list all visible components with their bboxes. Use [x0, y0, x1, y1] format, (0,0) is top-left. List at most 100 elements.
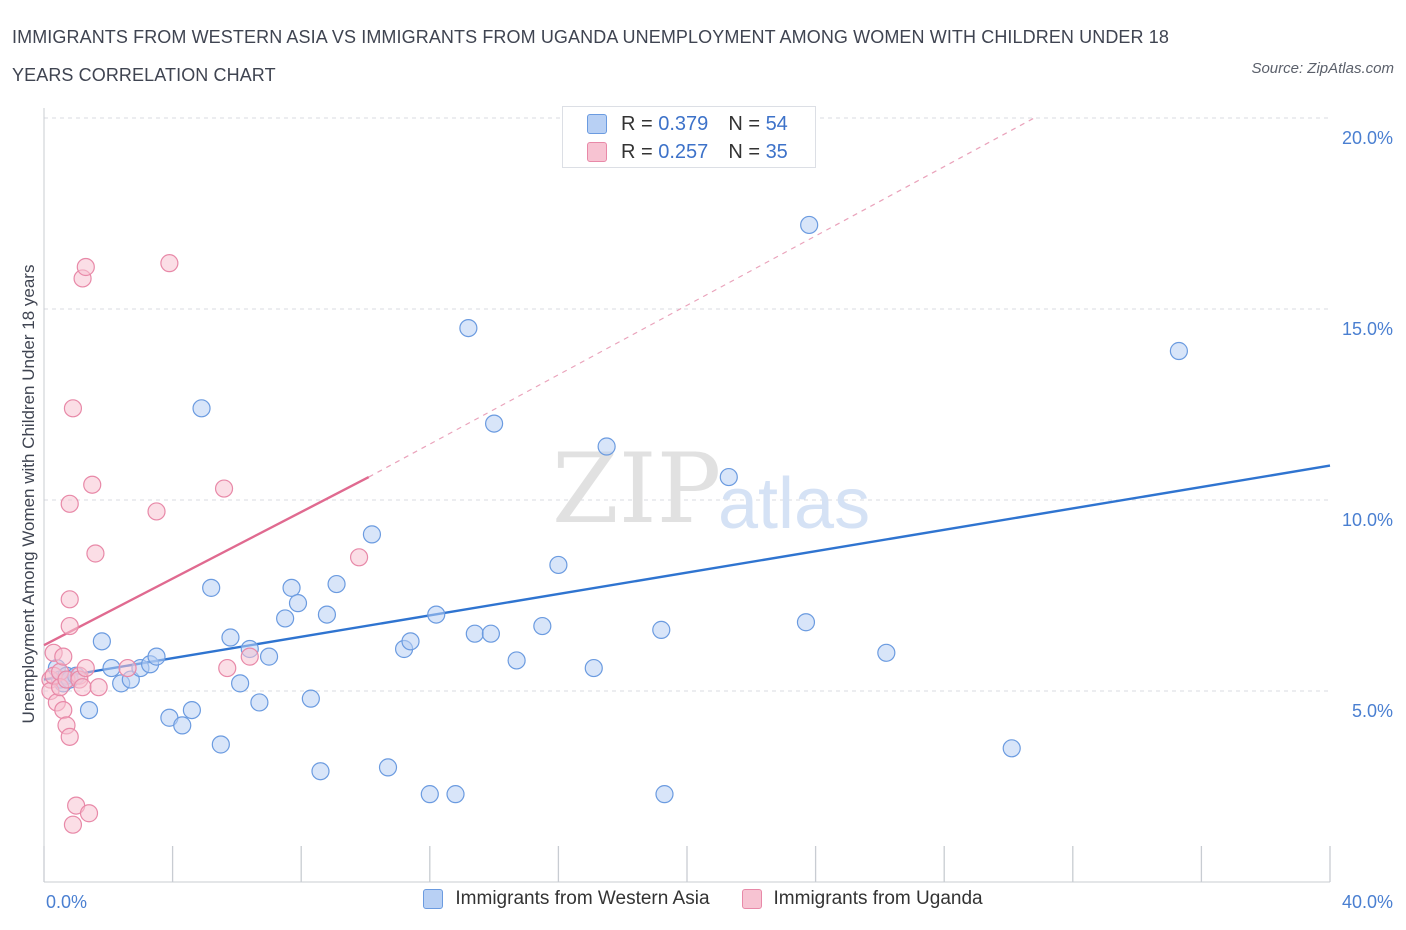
point-uganda — [60, 494, 79, 513]
y-tick-label: 20.0% — [1342, 128, 1393, 148]
point-western-asia — [652, 620, 671, 639]
point-uganda — [86, 544, 105, 563]
point-western-asia — [92, 632, 111, 651]
chart-source: Source: ZipAtlas.com — [1251, 60, 1394, 77]
point-western-asia — [465, 624, 484, 643]
r-value-uganda: 0.257 — [658, 140, 709, 163]
point-western-asia — [192, 399, 211, 418]
point-western-asia — [317, 605, 337, 624]
point-western-asia — [1169, 341, 1188, 361]
point-western-asia — [533, 616, 552, 636]
legend-item-western-asia[interactable]: Immigrants from Western Asia — [423, 888, 710, 910]
point-western-asia — [655, 785, 674, 804]
point-western-asia — [800, 215, 819, 235]
point-uganda — [63, 399, 83, 418]
legend-item-uganda[interactable]: Immigrants from Uganda — [741, 888, 983, 910]
point-western-asia — [231, 674, 250, 693]
point-western-asia — [1002, 739, 1021, 758]
point-uganda — [76, 658, 95, 678]
trend-line-uganda-extension — [368, 117, 1035, 478]
r-value-western-asia: 0.379 — [658, 112, 709, 135]
legend-swatch-western-asia — [423, 889, 444, 909]
point-western-asia — [549, 555, 568, 575]
point-uganda — [214, 479, 234, 498]
chart-title: IMMIGRANTS FROM WESTERN ASIA VS IMMIGRAN… — [12, 27, 1169, 85]
y-axis-label: Unemployment Among Women with Children U… — [19, 265, 38, 724]
x-tick-label: 0.0% — [46, 892, 87, 912]
point-uganda — [147, 502, 166, 521]
legend-swatch-uganda — [587, 142, 607, 162]
point-western-asia — [507, 651, 526, 670]
point-uganda — [54, 700, 73, 720]
data-points — [41, 215, 1188, 834]
legend-swatch-uganda — [741, 889, 762, 909]
point-western-asia — [202, 578, 221, 597]
point-western-asia — [250, 693, 269, 712]
point-western-asia — [211, 735, 230, 754]
x-tick-label: 40.0% — [1342, 892, 1393, 912]
point-western-asia — [259, 647, 279, 666]
legend-label-uganda: Immigrants from Uganda — [773, 888, 983, 909]
trend-line-uganda — [43, 476, 370, 647]
point-western-asia — [401, 632, 420, 651]
n-value-uganda: 35 — [765, 140, 788, 163]
r-label: R = — [621, 112, 653, 135]
n-label: N = — [728, 140, 760, 163]
point-uganda — [218, 658, 237, 678]
point-western-asia — [362, 525, 382, 544]
point-uganda — [60, 590, 79, 609]
point-western-asia — [420, 785, 439, 804]
point-western-asia — [173, 716, 192, 735]
point-western-asia — [301, 689, 320, 708]
point-western-asia — [459, 319, 478, 338]
trend-lines — [43, 117, 1331, 681]
tick-labels: 5.0% 10.0% 15.0% 20.0% 0.0% 40.0% — [46, 128, 1393, 912]
point-western-asia — [147, 647, 166, 666]
r-label: R = — [621, 140, 653, 163]
point-western-asia — [485, 414, 504, 433]
point-western-asia — [288, 594, 308, 613]
point-uganda — [89, 678, 108, 697]
correlation-legend: R = 0.379 N = 54 R = 0.257 N = 35 — [562, 106, 816, 168]
y-tick-label: 15.0% — [1342, 319, 1393, 339]
watermark-zip: ZIP — [552, 433, 721, 545]
point-uganda — [73, 678, 92, 697]
point-western-asia — [182, 700, 201, 720]
point-uganda — [349, 548, 369, 567]
series-legend: Immigrants from Western Asia Immigrants … — [0, 888, 1406, 910]
point-western-asia — [311, 762, 330, 781]
point-western-asia — [719, 467, 738, 487]
point-western-asia — [282, 578, 301, 597]
legend-row-uganda: R = 0.257 N = 35 — [587, 139, 788, 165]
point-western-asia — [378, 758, 398, 777]
point-uganda — [240, 647, 259, 666]
n-value-western-asia: 54 — [765, 112, 788, 135]
point-western-asia — [877, 643, 896, 662]
grid — [44, 117, 1330, 692]
legend-row-western-asia: R = 0.379 N = 54 — [587, 111, 788, 137]
point-western-asia — [79, 700, 99, 720]
point-uganda — [60, 727, 79, 746]
y-tick-label: 10.0% — [1342, 510, 1393, 530]
point-western-asia — [446, 785, 465, 804]
point-western-asia — [102, 658, 121, 678]
y-tick-label: 5.0% — [1352, 701, 1393, 721]
point-western-asia — [584, 658, 603, 678]
point-uganda — [76, 257, 95, 277]
point-uganda — [83, 475, 102, 494]
point-western-asia — [327, 574, 346, 594]
watermark-atlas: atlas — [718, 464, 870, 544]
point-western-asia — [276, 609, 295, 628]
point-uganda — [54, 647, 73, 666]
point-western-asia — [221, 628, 240, 647]
point-uganda — [60, 616, 79, 636]
legend-label-western-asia: Immigrants from Western Asia — [455, 888, 710, 909]
point-uganda — [79, 804, 99, 823]
trend-line-western-asia — [43, 464, 1331, 681]
n-label: N = — [728, 112, 760, 135]
point-western-asia — [796, 613, 816, 632]
point-western-asia — [427, 605, 446, 624]
point-uganda — [63, 815, 83, 834]
point-uganda — [160, 254, 179, 273]
